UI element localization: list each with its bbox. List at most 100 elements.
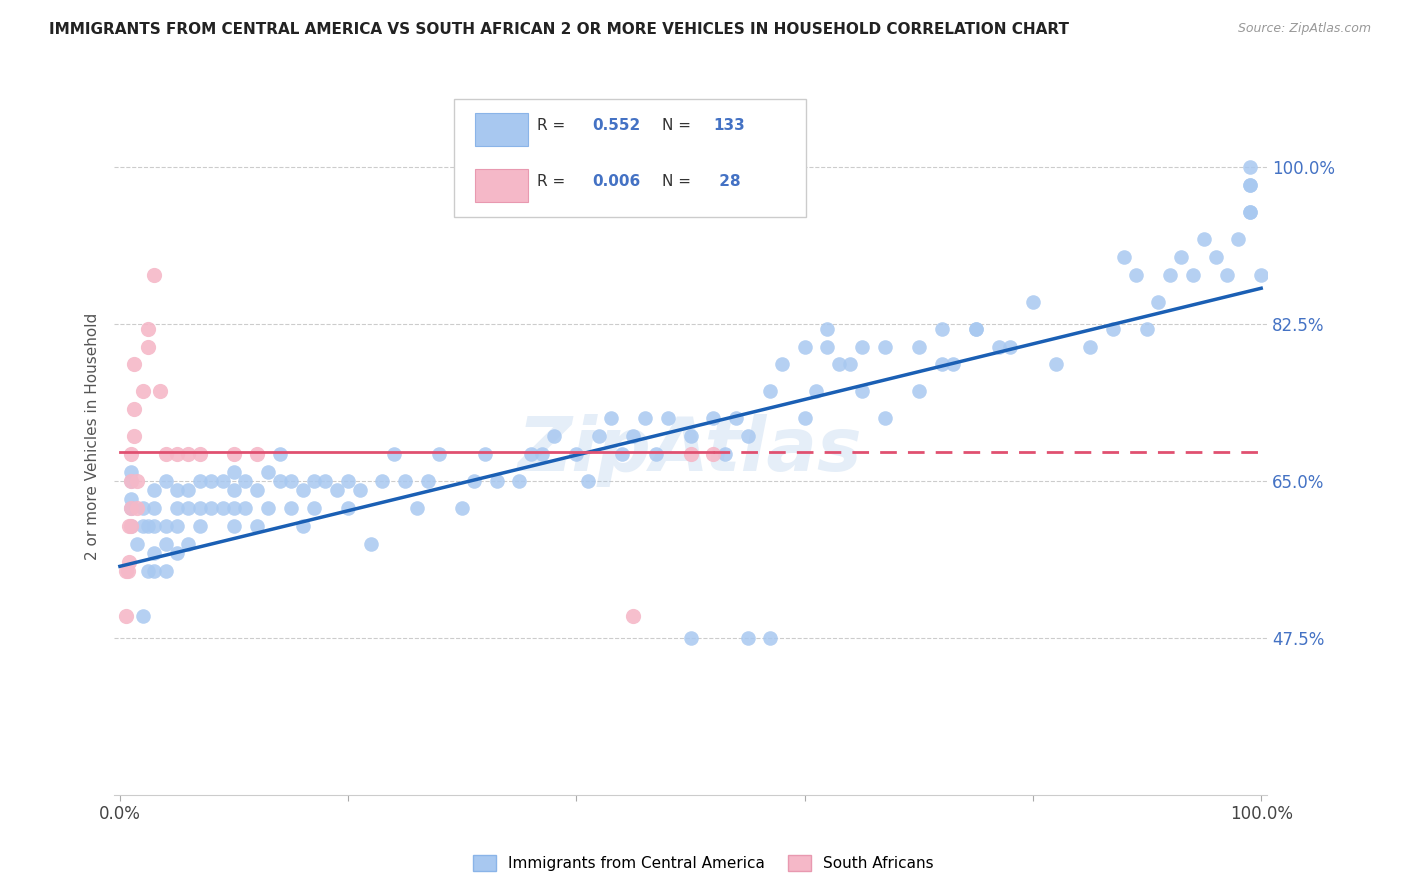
Point xyxy=(222,483,245,497)
Point xyxy=(416,474,439,488)
Point xyxy=(360,537,382,551)
Point xyxy=(759,631,782,645)
Point xyxy=(166,483,188,497)
Point xyxy=(222,519,245,533)
Point xyxy=(759,384,782,399)
Point xyxy=(326,483,349,497)
Point xyxy=(166,546,188,560)
Point xyxy=(508,474,530,488)
Point xyxy=(623,608,645,623)
Point xyxy=(246,483,269,497)
Point xyxy=(120,465,142,479)
Point xyxy=(1181,268,1204,282)
Point xyxy=(1159,268,1181,282)
Point xyxy=(114,564,136,578)
Point xyxy=(291,483,314,497)
Point xyxy=(634,411,657,425)
Point xyxy=(211,501,233,516)
Point xyxy=(125,474,148,488)
FancyBboxPatch shape xyxy=(475,113,529,146)
Point xyxy=(188,447,211,461)
Point xyxy=(1170,250,1192,264)
Point xyxy=(302,474,325,488)
Point xyxy=(873,411,896,425)
Point xyxy=(1078,340,1101,354)
Point xyxy=(138,519,160,533)
Point xyxy=(132,501,155,516)
Point xyxy=(143,483,166,497)
Point xyxy=(138,564,160,578)
Point xyxy=(120,447,142,461)
Point xyxy=(120,501,142,516)
Point xyxy=(177,501,200,516)
Point xyxy=(851,384,873,399)
Point xyxy=(1192,232,1215,246)
Point xyxy=(965,321,987,335)
Point xyxy=(1101,321,1123,335)
Point xyxy=(337,501,360,516)
Y-axis label: 2 or more Vehicles in Household: 2 or more Vehicles in Household xyxy=(86,312,100,560)
Point xyxy=(623,429,645,443)
Point xyxy=(188,519,211,533)
Point xyxy=(120,474,142,488)
Text: 0.552: 0.552 xyxy=(592,118,641,133)
FancyBboxPatch shape xyxy=(475,169,529,202)
Point xyxy=(122,358,145,372)
Point xyxy=(120,501,142,516)
Point xyxy=(155,447,177,461)
Point xyxy=(166,447,188,461)
Point xyxy=(314,474,336,488)
Point xyxy=(907,384,929,399)
Point xyxy=(987,340,1010,354)
Point xyxy=(1239,178,1261,192)
Point xyxy=(291,519,314,533)
Point xyxy=(770,358,793,372)
Point xyxy=(235,474,257,488)
Point xyxy=(485,474,508,488)
Point xyxy=(405,501,427,516)
Point xyxy=(519,447,541,461)
Point xyxy=(125,537,148,551)
Text: 28: 28 xyxy=(714,174,740,189)
Point xyxy=(177,537,200,551)
Point xyxy=(828,358,851,372)
Point xyxy=(371,474,394,488)
Point xyxy=(1239,205,1261,219)
Point xyxy=(851,340,873,354)
Point xyxy=(451,501,474,516)
Point xyxy=(222,447,245,461)
Text: 133: 133 xyxy=(714,118,745,133)
Point xyxy=(1125,268,1147,282)
Point xyxy=(177,483,200,497)
Point xyxy=(576,474,599,488)
Point xyxy=(543,429,565,443)
Point xyxy=(257,465,280,479)
Point xyxy=(737,429,759,443)
Point xyxy=(1239,160,1261,174)
Point xyxy=(117,564,139,578)
Point xyxy=(713,447,735,461)
Point xyxy=(143,564,166,578)
Point xyxy=(155,474,177,488)
Point xyxy=(118,519,141,533)
Point xyxy=(118,555,141,569)
Point xyxy=(931,321,953,335)
Point xyxy=(1239,178,1261,192)
Point xyxy=(565,447,588,461)
Point xyxy=(132,384,155,399)
Point xyxy=(155,564,177,578)
Point xyxy=(211,474,233,488)
Point xyxy=(155,519,177,533)
Point xyxy=(246,447,269,461)
Point xyxy=(149,384,172,399)
Point xyxy=(200,501,222,516)
Point xyxy=(122,429,145,443)
Point xyxy=(143,268,166,282)
Point xyxy=(120,501,142,516)
Point xyxy=(122,402,145,417)
Legend: Immigrants from Central America, South Africans: Immigrants from Central America, South A… xyxy=(467,849,939,877)
Point xyxy=(645,447,668,461)
Text: IMMIGRANTS FROM CENTRAL AMERICA VS SOUTH AFRICAN 2 OR MORE VEHICLES IN HOUSEHOLD: IMMIGRANTS FROM CENTRAL AMERICA VS SOUTH… xyxy=(49,22,1069,37)
Point xyxy=(382,447,405,461)
Point xyxy=(1022,294,1045,309)
